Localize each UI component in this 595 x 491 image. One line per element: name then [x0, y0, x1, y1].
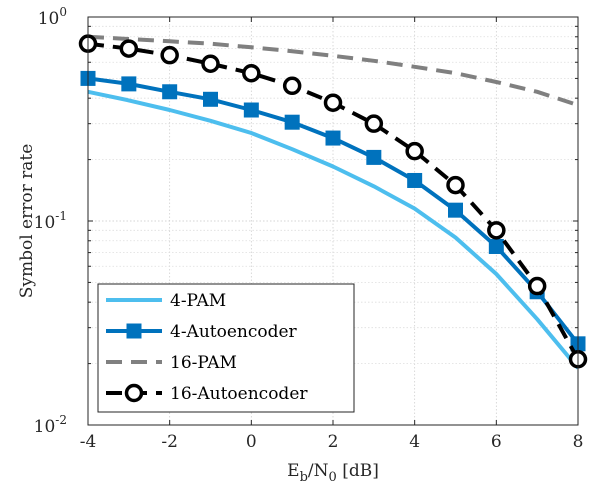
data-point-4-autoencoder — [121, 76, 137, 92]
x-tick-label: -4 — [80, 432, 97, 452]
data-point-16-autoencoder — [527, 276, 547, 296]
series-4-autoencoder — [80, 70, 586, 352]
legend: 4-PAM 4-Autoencoder 16-PAM 16-Autoencoder — [97, 283, 355, 413]
plot-frame — [87, 16, 579, 426]
legend-label: 16-PAM — [170, 353, 237, 373]
data-point-4-autoencoder — [366, 149, 382, 165]
series-line-16-pam — [87, 34, 579, 108]
legend-entries: 4-PAM 4-Autoencoder 16-PAM 16-Autoencoder — [106, 291, 308, 404]
series-4-pam — [87, 89, 580, 370]
data-point-4-autoencoder — [407, 172, 423, 188]
legend-label: 4-PAM — [170, 291, 226, 311]
legend-marker — [126, 323, 142, 339]
x-axis-label: Eb/N0 [dB] — [287, 461, 379, 485]
data-point-16-autoencoder — [282, 76, 302, 96]
series-16-pam — [87, 34, 579, 108]
x-tick-label: 2 — [328, 432, 339, 452]
y-tick-label: 10-1 — [34, 209, 67, 233]
x-tick-label: 6 — [491, 432, 502, 452]
data-point-16-autoencoder — [242, 63, 261, 83]
x-tick-label: 8 — [573, 432, 584, 452]
y-tick-label: 10-2 — [34, 413, 67, 437]
data-point-16-autoencoder — [446, 175, 465, 195]
x-tick-labels: -4 -2 0 2 4 6 8 — [80, 432, 584, 452]
data-point-4-autoencoder — [243, 102, 259, 118]
data-point-16-autoencoder — [119, 39, 139, 58]
x-tick-label: 0 — [246, 432, 257, 452]
legend-entry-4-autoencoder: 4-Autoencoder — [106, 322, 298, 342]
data-point-16-autoencoder — [405, 141, 424, 161]
y-axis-label: Symbol error rate — [17, 144, 37, 299]
legend-label: 4-Autoencoder — [170, 322, 298, 342]
data-point-4-autoencoder — [325, 130, 341, 146]
data-point-4-autoencoder — [284, 114, 300, 130]
data-point-4-autoencoder — [162, 84, 178, 100]
legend-entry-4-pam: 4-PAM — [106, 291, 226, 311]
legend-entry-16-autoencoder: 16-Autoencoder — [106, 383, 308, 404]
legend-marker — [124, 383, 144, 403]
data-point-16-autoencoder — [160, 45, 179, 65]
data-point-4-autoencoder — [488, 238, 504, 254]
legend-label: 16-Autoencoder — [170, 384, 308, 404]
data-point-4-autoencoder — [448, 202, 463, 218]
x-tick-label: 4 — [409, 432, 420, 452]
series-line-4-pam — [87, 89, 580, 370]
data-point-16-autoencoder — [201, 54, 220, 73]
legend-entry-16-pam: 16-PAM — [106, 353, 237, 373]
x-tick-label: -2 — [161, 432, 178, 452]
data-point-16-autoencoder — [323, 93, 343, 112]
data-point-16-autoencoder — [487, 221, 506, 240]
data-point-16-autoencoder — [364, 114, 384, 133]
y-tick-labels: 10-2 10-1 100 — [34, 5, 67, 437]
data-point-4-autoencoder — [203, 91, 218, 107]
y-tick-label: 100 — [38, 5, 67, 29]
